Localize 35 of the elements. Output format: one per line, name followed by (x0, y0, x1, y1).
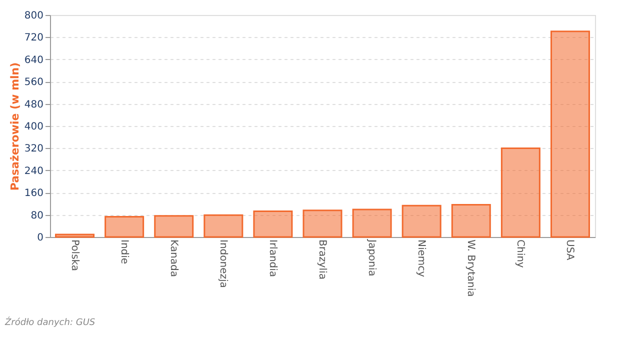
bar (302, 210, 342, 238)
x-tick-label: Indonezja (217, 240, 228, 288)
y-tick-label: 480 (24, 99, 44, 110)
y-tick-label: 560 (24, 77, 44, 88)
x-tick-label: Niemcy (416, 240, 427, 278)
bar (55, 234, 95, 238)
bar (402, 204, 442, 238)
y-tick-label: 640 (24, 54, 44, 66)
x-tick-label: Kanada (168, 240, 179, 277)
x-tick-label: USA (564, 240, 576, 260)
y-tick-label: 160 (24, 188, 44, 200)
y-axis-title: Pasażerowie (w mln) (8, 62, 22, 191)
bar (104, 216, 144, 238)
x-tick-label: Polska (68, 240, 80, 272)
x-tick-label: Chiny (514, 240, 526, 268)
x-tick-label: W. Brytania (465, 240, 476, 297)
bar (451, 204, 491, 238)
x-tick-label: Indie (118, 240, 130, 264)
x-tick-label: Japonia (366, 238, 378, 276)
y-tick-label: 240 (24, 166, 44, 177)
y-tick-label: 320 (24, 144, 44, 155)
bar (352, 208, 392, 238)
y-tick-label: 720 (24, 32, 44, 44)
y-tick-label: 800 (24, 10, 44, 22)
bar (550, 30, 590, 238)
bar (204, 214, 244, 238)
x-tick-label: Brazylia (316, 240, 328, 280)
bar (154, 215, 194, 238)
y-tick-label: 0 (37, 232, 44, 244)
bar (253, 210, 293, 238)
y-tick-label: 400 (24, 122, 44, 132)
x-tick-label: Irlandia (266, 240, 278, 278)
bar (500, 147, 540, 238)
y-tick-label: 80 (30, 210, 44, 222)
text: Źródło danych: GUS (4, 316, 96, 328)
